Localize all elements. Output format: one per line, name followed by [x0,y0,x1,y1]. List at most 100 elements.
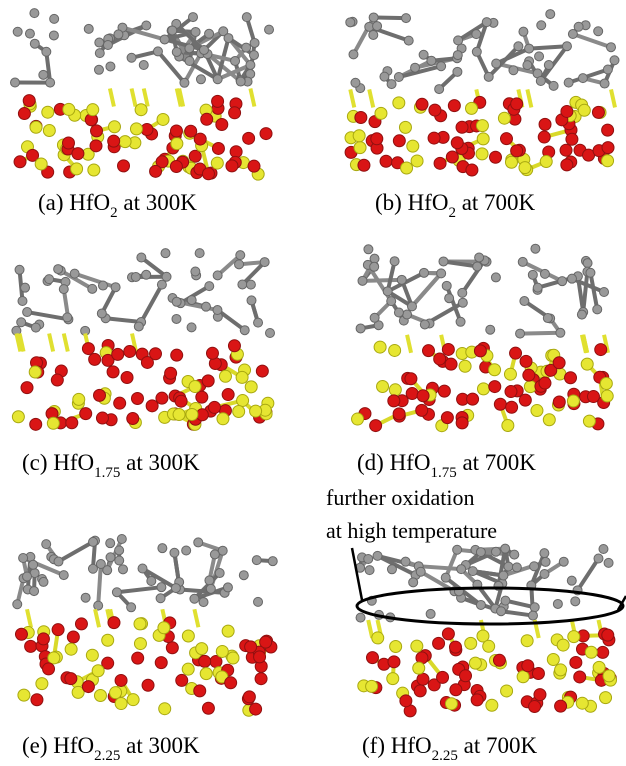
atom [475,253,484,262]
bond [95,609,99,627]
atom [558,277,567,286]
atom [158,544,167,553]
atom [250,405,262,417]
caption-text: at 700K [458,733,538,758]
atom [564,78,573,87]
atom [592,106,604,118]
bond [27,312,68,319]
atom [402,14,411,23]
atom [156,594,165,603]
bond [64,334,68,352]
atom [231,56,240,65]
atomic-structure [12,249,275,431]
atom [210,550,219,559]
atom [166,642,178,654]
caption-text: at 300K [120,733,200,758]
atom [25,29,34,38]
atom [417,673,429,685]
atom [94,389,106,401]
atom [416,404,428,416]
atom [254,597,263,606]
atom [252,556,261,565]
caption-sub: 2.25 [432,748,458,764]
atom [42,106,54,118]
atom [369,13,378,22]
atom [411,63,420,72]
atom [194,685,206,697]
atom [172,297,181,306]
atom [13,27,22,36]
atom [247,296,256,305]
atom [567,274,576,283]
atom [15,628,27,640]
atom [604,558,613,567]
atom [89,537,98,546]
atom [39,577,48,586]
atom [401,557,410,566]
atom [227,652,239,664]
atom [95,38,104,47]
caption-sub: 1.75 [94,465,120,481]
atom [182,663,194,675]
atom [414,685,426,697]
atom [202,302,211,311]
atom [583,415,595,427]
atom [512,563,521,572]
atom [356,324,365,333]
atom [353,130,365,142]
atom [437,671,449,683]
atom [156,392,168,404]
atom [553,396,565,408]
bond [117,587,162,592]
atom [407,302,416,311]
atom [215,569,224,578]
atom [566,133,578,145]
atom [254,651,266,663]
atom [228,340,240,352]
bond [106,318,142,322]
atom [54,265,63,274]
bond [611,89,615,107]
atom [399,121,411,133]
atom [454,36,463,45]
atom [466,102,478,114]
atom [465,637,477,649]
atom [472,47,481,56]
atom [567,395,579,407]
atom [482,18,491,27]
bond [527,89,531,107]
atom [127,694,139,706]
bond [363,280,402,281]
atom [387,297,396,306]
atom [134,618,146,630]
atom [493,654,505,666]
atom [80,408,92,420]
atom [387,673,399,685]
atom [370,313,379,322]
atom [420,320,429,329]
bond [132,89,136,107]
atom [445,698,457,710]
bond [573,34,611,47]
atom [108,121,120,133]
atom [565,372,577,384]
atom [389,384,401,396]
atom [522,660,534,672]
atom [37,633,49,645]
atom [491,273,500,282]
atom [171,138,183,150]
atom [476,600,485,609]
atom [557,639,569,651]
atom [115,698,127,710]
atom [543,414,555,426]
caption-text: at 300K [120,450,200,475]
atom [29,366,41,378]
atom [489,364,501,376]
atom [18,297,27,306]
atom [602,142,614,154]
atom [180,78,189,87]
atom [561,105,573,117]
atom [498,112,510,124]
atom [477,383,489,395]
atom [406,388,418,400]
